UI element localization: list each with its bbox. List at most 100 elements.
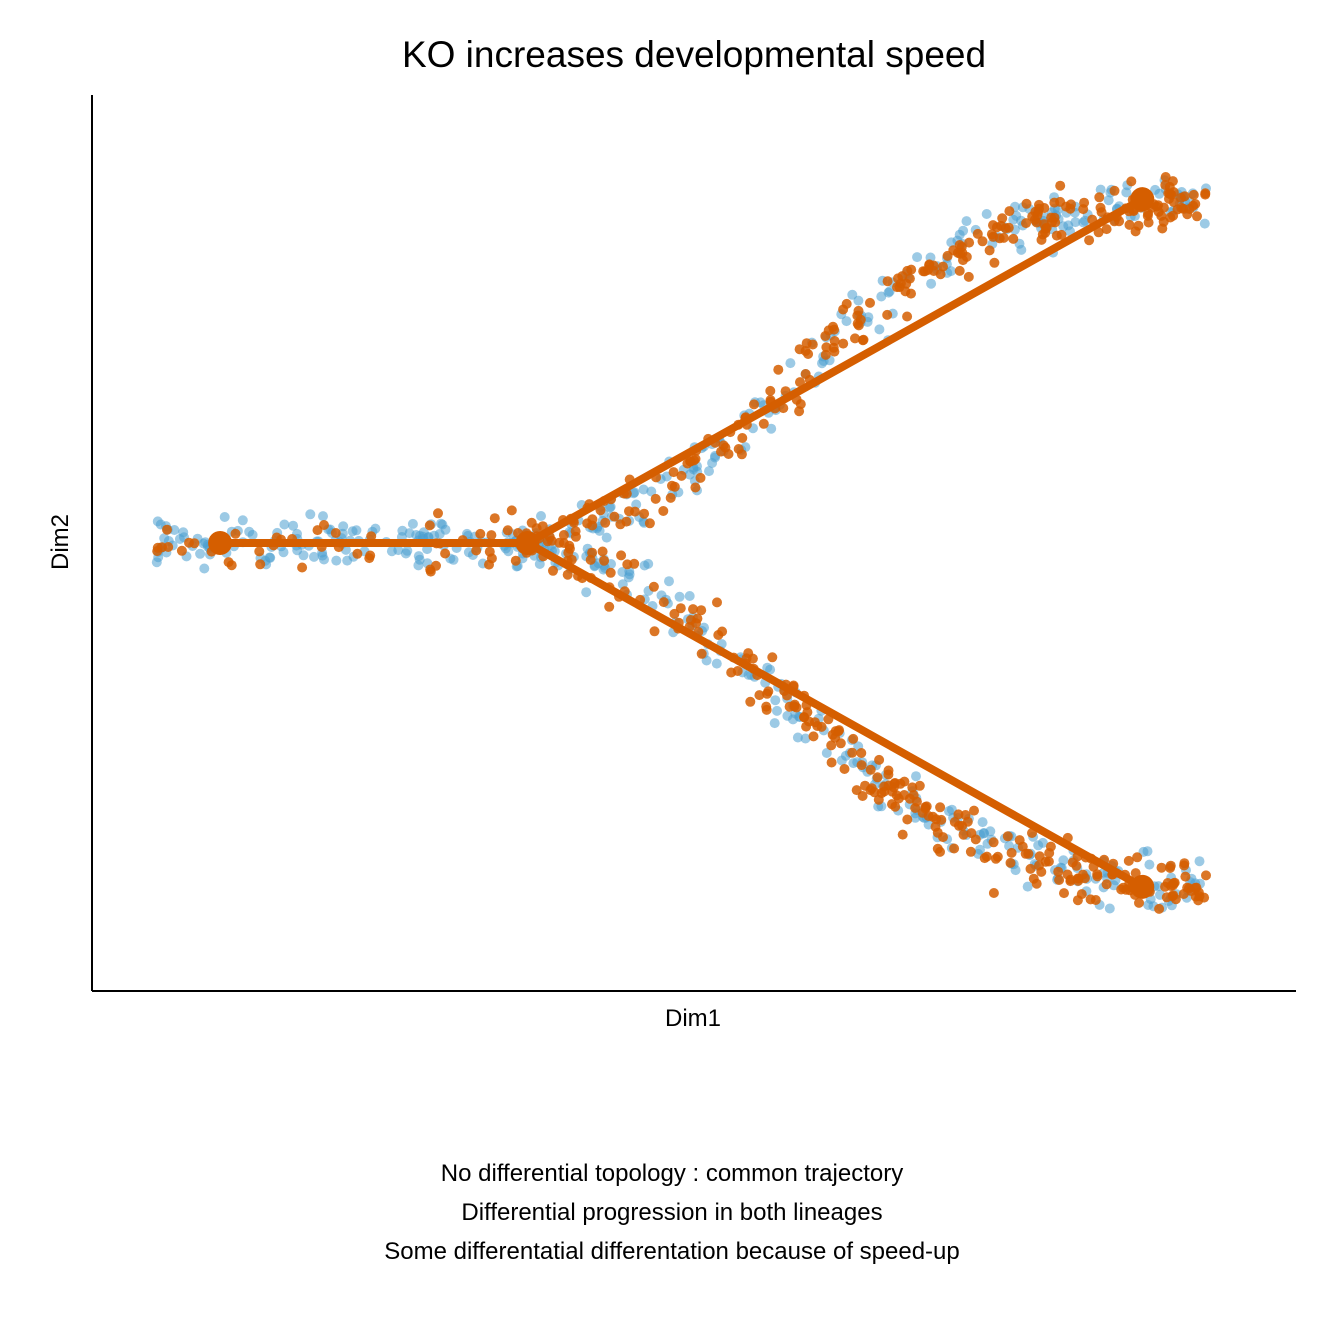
ko-cell-point bbox=[486, 553, 497, 564]
caption-line-3: Some differentatial differentation becau… bbox=[384, 1238, 960, 1265]
ko-cell-point bbox=[865, 764, 876, 775]
control-cell-point bbox=[1103, 195, 1114, 206]
ko-cell-point bbox=[895, 778, 906, 789]
ko-cell-point bbox=[297, 562, 308, 573]
ko-cell-point bbox=[718, 440, 729, 451]
ko-cell-point bbox=[1078, 204, 1089, 215]
ko-cell-point bbox=[312, 525, 323, 536]
ko-cell-point bbox=[1020, 848, 1031, 859]
ko-cell-point bbox=[650, 493, 661, 504]
ko-cell-point bbox=[938, 261, 948, 272]
ko-cell-point bbox=[1008, 233, 1019, 244]
ko-cell-point bbox=[676, 470, 687, 481]
ko-cell-point bbox=[1093, 227, 1104, 238]
ko-cell-point bbox=[486, 530, 497, 541]
control-cell-point bbox=[331, 555, 342, 566]
ko-cell-point bbox=[1158, 216, 1169, 227]
ko-cell-point bbox=[1101, 224, 1112, 235]
trajectory-node-end_upper bbox=[1130, 187, 1155, 212]
ko-cell-point bbox=[365, 550, 376, 561]
control-cell-point bbox=[638, 484, 649, 495]
ko-cell-point bbox=[906, 288, 916, 299]
ko-cell-point bbox=[600, 517, 611, 528]
ko-cell-point bbox=[558, 530, 569, 540]
control-cell-point bbox=[159, 533, 170, 544]
ko-cell-point bbox=[1028, 873, 1039, 884]
control-cell-point bbox=[448, 554, 459, 565]
ko-cell-point bbox=[1021, 218, 1031, 229]
ko-cell-point bbox=[189, 538, 200, 549]
ko-cell-point bbox=[930, 821, 941, 832]
ko-cell-point bbox=[695, 472, 706, 483]
ko-cell-point bbox=[922, 265, 933, 275]
ko-cell-point bbox=[223, 557, 234, 568]
ko-cell-point bbox=[820, 349, 831, 360]
control-cell-point bbox=[1199, 218, 1210, 229]
control-cell-point bbox=[1154, 188, 1165, 199]
ko-cell-point bbox=[829, 346, 840, 357]
ko-cell-point bbox=[826, 757, 837, 768]
ko-cell-point bbox=[649, 626, 660, 637]
ko-cell-point bbox=[1165, 860, 1176, 871]
ko-cell-point bbox=[991, 222, 1002, 233]
ko-cell-point bbox=[690, 482, 701, 493]
ko-cell-point bbox=[852, 310, 863, 321]
control-cell-point bbox=[876, 291, 887, 302]
control-cell-point bbox=[847, 289, 858, 300]
ko-cell-point bbox=[597, 546, 608, 557]
trajectory-node-branch bbox=[515, 531, 540, 555]
ko-cell-point bbox=[599, 555, 610, 566]
ko-cell-point bbox=[424, 520, 435, 531]
ko-cell-point bbox=[1190, 882, 1201, 893]
ko-cell-point bbox=[1134, 897, 1144, 908]
ko-cell-point bbox=[821, 342, 832, 353]
ko-cell-point bbox=[883, 765, 894, 776]
control-cell-point bbox=[664, 576, 674, 587]
ko-cell-point bbox=[997, 213, 1008, 224]
ko-cell-point bbox=[762, 688, 773, 699]
ko-cell-point bbox=[954, 820, 964, 831]
ko-cell-point bbox=[1164, 188, 1175, 199]
control-cell-point bbox=[1194, 856, 1205, 867]
ko-cell-point bbox=[682, 458, 693, 469]
control-cell-point bbox=[318, 511, 328, 522]
ko-cell-point bbox=[931, 814, 942, 825]
control-cell-point bbox=[684, 591, 695, 601]
ko-cell-point bbox=[605, 567, 616, 578]
control-cell-point bbox=[298, 550, 309, 561]
ko-cell-point bbox=[897, 829, 908, 840]
ko-cell-point bbox=[658, 506, 669, 516]
ko-cell-point bbox=[616, 550, 627, 561]
ko-cell-point bbox=[712, 597, 722, 608]
ko-cell-point bbox=[874, 754, 885, 765]
control-cell-point bbox=[981, 209, 992, 219]
ko-cell-point bbox=[737, 433, 748, 443]
ko-cell-point bbox=[669, 608, 680, 619]
ko-cell-point bbox=[953, 809, 964, 820]
ko-cell-point bbox=[1034, 199, 1044, 210]
ko-cell-point bbox=[1004, 206, 1015, 217]
control-cell-point bbox=[1063, 220, 1074, 231]
control-cell-point bbox=[288, 520, 299, 531]
ko-cell-point bbox=[648, 581, 659, 592]
control-cell-point bbox=[1022, 881, 1033, 892]
control-cell-point bbox=[151, 557, 162, 568]
ko-cell-point bbox=[758, 418, 769, 429]
control-cell-point bbox=[195, 548, 206, 559]
ko-cell-point bbox=[808, 731, 819, 742]
ko-cell-point bbox=[795, 399, 806, 410]
ko-cell-point bbox=[839, 764, 850, 774]
ko-cell-point bbox=[1182, 209, 1193, 220]
ko-cell-point bbox=[935, 269, 946, 280]
control-cell-point bbox=[581, 587, 592, 598]
ko-cell-point bbox=[255, 559, 266, 570]
ko-cell-point bbox=[830, 732, 841, 743]
ko-cell-point bbox=[954, 265, 965, 276]
ko-cell-point bbox=[254, 546, 265, 557]
ko-cell-point bbox=[1154, 903, 1165, 914]
ko-cell-point bbox=[667, 480, 677, 491]
ko-cell-point bbox=[989, 257, 1000, 268]
ko-cell-point bbox=[1123, 855, 1134, 866]
ko-cell-point bbox=[1101, 879, 1112, 890]
ko-cell-point bbox=[902, 311, 913, 322]
